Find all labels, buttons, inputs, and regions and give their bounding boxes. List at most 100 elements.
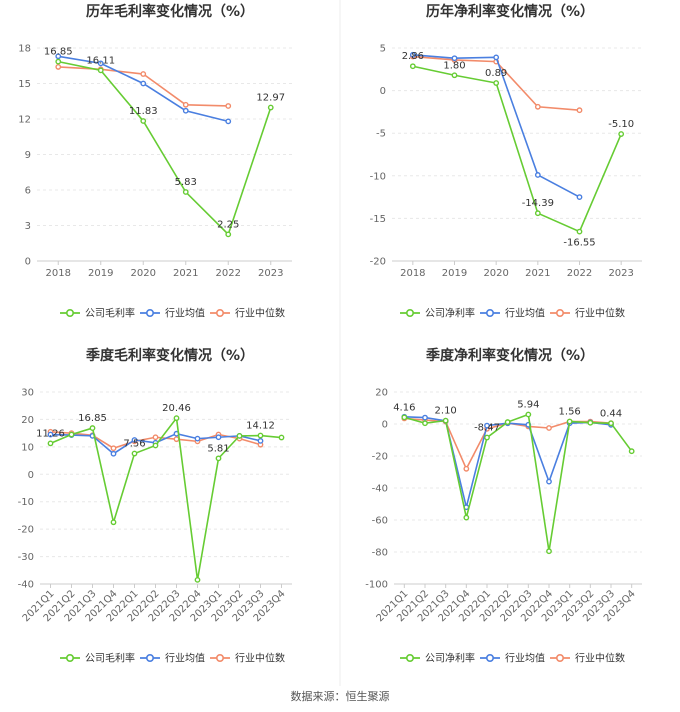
data-label: 0.89	[485, 68, 507, 79]
x-tick-label: 2023	[258, 268, 283, 279]
data-label: 1.56	[559, 407, 581, 418]
y-tick-label: 6	[25, 186, 31, 197]
legend-swatch-marker	[146, 653, 155, 662]
legend-label: 行业均值	[165, 307, 205, 320]
data-label: -5.10	[608, 119, 634, 130]
series-line-0	[404, 413, 633, 552]
series-point-1	[576, 194, 583, 201]
chart-panel-3: 季度毛利率变化情况（%）-40-30-20-1001020302021Q1202…	[18, 347, 292, 665]
chart-title: 历年净利率变化情况（%）	[426, 3, 594, 20]
series-point-2	[534, 103, 541, 110]
series-point-0	[278, 434, 285, 441]
data-label: 5.94	[517, 399, 539, 410]
series-point-0	[618, 131, 625, 137]
series-line-0	[50, 416, 282, 581]
series-line-0	[58, 60, 272, 236]
legend-swatch-marker	[555, 653, 564, 662]
y-tick-label: 0	[28, 470, 34, 481]
series-point-0	[566, 418, 573, 425]
series-point-0	[152, 442, 159, 449]
y-tick-label: 15	[18, 79, 31, 90]
series-point-0	[182, 189, 189, 195]
data-label: 0.44	[600, 408, 622, 419]
legend-item-1: 行业均值	[140, 652, 205, 665]
series-point-1	[182, 107, 189, 114]
series-point-1	[451, 55, 458, 62]
series-point-0	[401, 414, 408, 421]
x-tick-label: 2018	[46, 268, 71, 279]
series-point-1	[215, 434, 222, 441]
series-point-1	[493, 54, 500, 61]
chart-title: 季度净利率变化情况（%）	[425, 347, 594, 364]
x-tick-label: 2022	[216, 268, 241, 279]
series-point-0	[47, 440, 54, 447]
y-tick-label: -40	[372, 484, 388, 495]
series-point-2	[225, 103, 232, 109]
data-label: -14.39	[522, 198, 554, 209]
chart-title: 历年毛利率变化情况（%）	[86, 3, 254, 20]
series-point-0	[110, 519, 117, 526]
chart-panel-2: 历年净利率变化情况（%） -20 -15 -10 -5 0 5 2018 2019 2020 202…	[370, 3, 642, 320]
series-point-0	[267, 104, 274, 111]
y-tick-label: 20	[21, 415, 34, 426]
series-point-2	[576, 107, 583, 114]
x-tick-label: 2023	[608, 268, 633, 279]
series-point-0	[236, 432, 243, 439]
data-label: 16.11	[86, 55, 115, 66]
series-point-0	[89, 425, 96, 431]
legend-label: 行业中位数	[235, 652, 285, 665]
series-point-1	[409, 51, 416, 58]
series-point-1	[534, 172, 541, 178]
series-point-1	[422, 414, 428, 421]
legend-label: 公司毛利率	[85, 652, 135, 665]
data-label: 16.85	[44, 47, 73, 58]
legend-item-2: 行业中位数	[210, 652, 285, 665]
legend-swatch-marker	[216, 653, 225, 662]
legend-label: 行业中位数	[575, 307, 625, 320]
data-label: 4.16	[393, 402, 415, 413]
series-point-0	[257, 432, 264, 439]
series-point-2	[173, 436, 180, 443]
y-tick-label: -60	[372, 516, 388, 527]
series-point-1	[131, 437, 138, 443]
legend-label: 行业中位数	[575, 652, 625, 665]
legend-label: 行业均值	[505, 307, 545, 320]
series-point-1	[225, 118, 232, 125]
series-point-0	[493, 80, 500, 86]
x-tick-label: 2019	[442, 268, 467, 279]
legend-item-0: 公司毛利率	[60, 307, 135, 320]
data-label: 20.46	[162, 403, 191, 414]
data-label: 2.86	[402, 51, 424, 62]
series-line-1	[404, 416, 612, 508]
legend-item-0: 公司净利率	[400, 307, 475, 320]
x-tick-label: 2022	[567, 268, 592, 279]
data-label: 2.10	[435, 406, 457, 417]
y-tick-label: 12	[18, 115, 31, 126]
series-point-0	[422, 420, 428, 427]
y-tick-label: -20	[370, 257, 386, 268]
legend-swatch-marker	[146, 308, 155, 317]
series-line-0	[412, 65, 622, 233]
series-point-0	[608, 420, 614, 427]
data-label: 7.56	[123, 439, 145, 450]
series-point-2	[463, 465, 470, 472]
series-point-0	[576, 228, 583, 235]
series-point-0	[504, 419, 511, 425]
series-point-0	[173, 415, 180, 422]
legend-label: 行业均值	[505, 652, 545, 665]
series-point-0	[215, 455, 222, 462]
series-point-0	[140, 118, 147, 124]
series-point-0	[409, 63, 416, 70]
data-source-note: 数据来源：恒生聚源	[291, 689, 390, 703]
data-label: 2.25	[217, 219, 239, 230]
legend-swatch-marker	[216, 308, 225, 317]
legend-swatch-marker	[66, 653, 75, 662]
series-point-1	[257, 437, 264, 444]
legend-swatch-marker	[485, 653, 494, 662]
data-label: 14.12	[246, 421, 275, 432]
chart-panel-4: 季度净利率变化情况（%）-100-80-60-40-200202021Q1202…	[365, 347, 642, 665]
y-tick-label: -20	[372, 452, 388, 463]
series-point-0	[484, 434, 490, 441]
chart-title: 季度毛利率变化情况（%）	[85, 347, 254, 364]
